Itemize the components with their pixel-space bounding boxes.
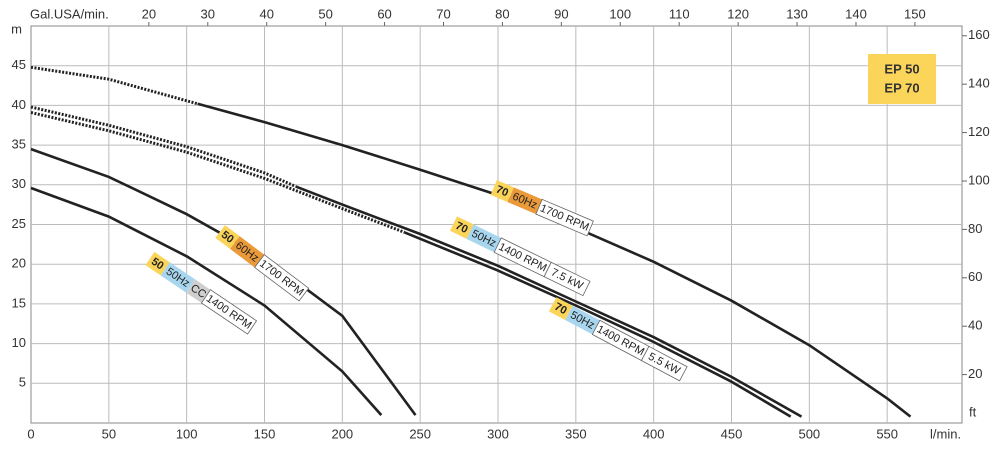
top-axis-label: Gal.USA/min.: [30, 6, 109, 21]
pump-curve: [30, 147, 417, 416]
x-tick-label: 350: [565, 426, 587, 441]
label-segment: [543, 261, 591, 297]
x2-tick-label: 30: [201, 6, 215, 21]
x-tick-label: 550: [876, 426, 898, 441]
pump-curve: [30, 111, 406, 234]
label-text: 70: [552, 301, 568, 317]
pump-curve: [404, 231, 792, 418]
label-text: 70: [494, 184, 510, 200]
x2-tick-label: 80: [495, 6, 509, 21]
y-tick-label: 25: [12, 216, 26, 231]
label-text: 1400 RPM: [204, 293, 254, 332]
y-tick-label: 40: [12, 97, 26, 112]
label-segment: [215, 225, 240, 249]
x2-tick-label: 50: [318, 6, 332, 21]
x-tick-label: 150: [254, 426, 276, 441]
x-tick-label: 500: [798, 426, 820, 441]
x2-tick-label: 40: [259, 6, 273, 21]
label-segment: [254, 254, 310, 302]
label-segment: [490, 180, 514, 203]
label-segment: [449, 216, 474, 239]
label-segment: [160, 262, 196, 293]
pump-curve: [30, 65, 199, 106]
y-tick-label: 10: [12, 335, 26, 350]
pump-curve: [295, 185, 803, 418]
y-tick-label: 15: [12, 295, 26, 310]
x2-tick-label: 20: [142, 6, 156, 21]
x-tick-label: 450: [721, 426, 743, 441]
pump-curve: [197, 102, 912, 418]
label-segment: [145, 251, 170, 276]
x-tick-label: 0: [27, 426, 34, 441]
legend-text: EP 70: [884, 80, 919, 95]
x2-tick-label: 100: [609, 6, 631, 21]
x-tick-label: 200: [331, 426, 353, 441]
bottom-axis-label: l/min.: [930, 426, 961, 441]
legend-text: EP 50: [884, 61, 919, 76]
x2-tick-label: 130: [786, 6, 808, 21]
x2-tick-label: 70: [436, 6, 450, 21]
y-tick-label: 20: [12, 256, 26, 271]
x-tick-label: 100: [176, 426, 198, 441]
x2-tick-label: 120: [727, 6, 749, 21]
x-tick-label: 400: [643, 426, 665, 441]
left-axis-label: m: [11, 21, 22, 36]
x2-tick-label: 150: [904, 6, 926, 21]
y2-tick-label: 80: [968, 221, 982, 236]
pump-curve: [30, 105, 297, 188]
y2-tick-label: 40: [968, 318, 982, 333]
label-segment: [535, 198, 594, 237]
y2-tick-label: 120: [968, 124, 990, 139]
label-text: 70: [453, 220, 469, 236]
label-segment: [548, 297, 573, 320]
y2-tick-label: 140: [968, 76, 990, 91]
label-segment: [466, 224, 502, 253]
x-tick-label: 300: [487, 426, 509, 441]
legend-box: [868, 54, 936, 104]
y-tick-label: 45: [12, 57, 26, 72]
label-text: 50: [219, 229, 236, 246]
y-tick-label: 5: [19, 375, 26, 390]
y2-tick-label: 60: [968, 269, 982, 284]
label-segment: [186, 279, 211, 303]
y2-tick-label: 20: [968, 366, 982, 381]
label-segment: [230, 236, 265, 268]
label-segment: [565, 305, 600, 335]
y2-tick-label: 100: [968, 172, 990, 187]
right-axis-label: ft: [969, 404, 977, 419]
label-segment: [640, 345, 688, 382]
pump-curve: [30, 186, 383, 416]
x-tick-label: 50: [102, 426, 116, 441]
label-segment: [200, 289, 258, 335]
x2-tick-label: 60: [377, 6, 391, 21]
x2-tick-label: 110: [669, 6, 690, 21]
y-tick-label: 30: [12, 176, 26, 191]
x-tick-label: 250: [409, 426, 431, 441]
y-tick-label: 35: [12, 137, 26, 152]
x2-tick-label: 140: [845, 6, 867, 21]
y2-tick-label: 160: [968, 27, 990, 42]
x2-tick-label: 90: [554, 6, 568, 21]
label-text: 50: [149, 256, 166, 273]
label-segment: [507, 187, 543, 215]
